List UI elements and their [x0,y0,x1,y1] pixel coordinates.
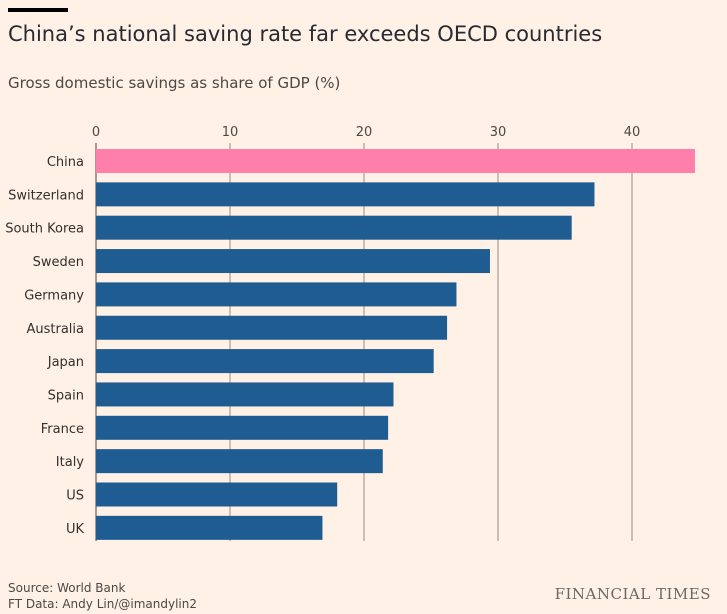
bar-france [96,415,389,440]
source-text: Source: World Bank [8,581,126,595]
bar-spain [96,382,394,407]
x-tick-label: 0 [92,125,100,140]
category-label: Australia [26,322,84,337]
x-tick-labels: 0 10 20 30 40 [92,125,640,140]
x-tick-label: 10 [222,125,239,140]
bar-south-korea [96,215,572,240]
category-label: China [47,155,84,170]
category-label: Sweden [33,255,84,270]
category-labels: China Switzerland South Korea Sweden Germany… [5,155,84,537]
category-label: UK [66,522,85,537]
category-label: France [41,422,84,437]
category-label: Germany [24,288,84,303]
category-label: Spain [48,388,84,403]
bar-switzerland [96,182,595,207]
chart-subtitle: Gross domestic savings as share of GDP (… [8,74,341,92]
grid-lines [95,143,633,541]
x-tick-label: 20 [356,125,373,140]
bar-italy [96,449,383,474]
chart-title: China’s national saving rate far exceeds… [8,22,603,46]
bar-australia [96,315,448,340]
bar-uk [96,515,323,540]
category-label: South Korea [5,222,84,237]
credit-text: FT Data: Andy Lin/@imandylin2 [8,597,197,611]
category-label: US [66,489,84,504]
bar-sweden [96,249,490,274]
category-label: Switzerland [8,188,84,203]
bar-germany [96,282,457,307]
bar-japan [96,349,434,374]
top-rule [8,8,68,12]
bars [96,149,695,540]
brand-logo: FINANCIAL TIMES [554,585,711,603]
bar-us [96,482,338,507]
x-tick-label: 30 [490,125,507,140]
category-label: Japan [47,355,84,370]
x-tick-label: 40 [624,125,641,140]
bar-china [96,149,695,173]
source-note: Source: World Bank FT Data: Andy Lin/@im… [8,580,197,612]
category-label: Italy [56,455,85,470]
